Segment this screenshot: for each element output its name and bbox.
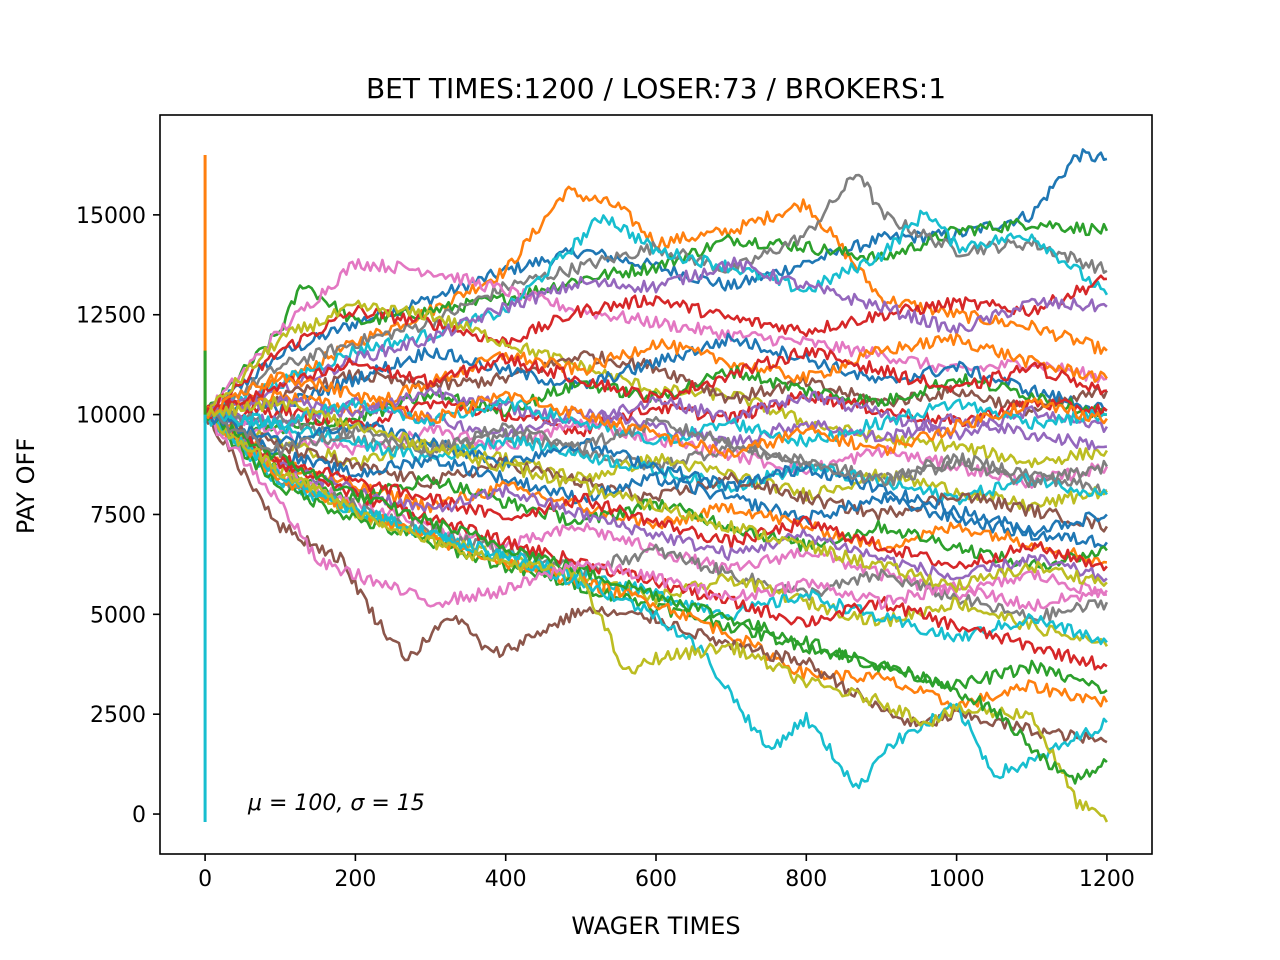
- x-tick-label: 1000: [929, 867, 985, 892]
- series-line-6: [204, 209, 1109, 418]
- series-line-21: [203, 413, 1108, 548]
- y-tick-label: 12500: [76, 304, 146, 329]
- series-line-9: [204, 299, 1109, 469]
- series-line-5: [204, 258, 1108, 416]
- x-tick-label: 200: [334, 867, 376, 892]
- series-line-43: [204, 371, 1108, 459]
- series-line-37: [204, 410, 1108, 612]
- parameter-annotation: μ = 100, σ = 15: [247, 791, 425, 816]
- series-line-11: [204, 332, 1108, 419]
- series-line-7: [203, 274, 1108, 416]
- y-tick-label: 15000: [76, 204, 146, 229]
- series-line-16: [205, 409, 1109, 489]
- x-axis-ticks: 0 200 400 600 800 1000 1200: [198, 854, 1135, 892]
- x-tick-label: 800: [785, 867, 827, 892]
- series-line-18: [203, 414, 1108, 512]
- y-axis-ticks: 0 2500 5000 7500 10000 12500 15000: [76, 204, 160, 828]
- x-tick-label: 1200: [1079, 867, 1135, 892]
- series-line-20: [203, 414, 1109, 533]
- series-line-22: [203, 414, 1108, 566]
- series-line-39: [204, 386, 1109, 441]
- y-axis-label: PAY OFF: [12, 438, 40, 534]
- y-tick-label: 7500: [90, 503, 146, 528]
- series-line-44: [205, 395, 1108, 593]
- x-axis-label: WAGER TIMES: [571, 912, 740, 940]
- series-line-35: [204, 411, 1109, 823]
- series-line-41: [203, 346, 1108, 420]
- series-line-24: [203, 414, 1108, 572]
- x-tick-label: 600: [635, 867, 677, 892]
- series-line-36: [203, 413, 1108, 785]
- series-line-13: [203, 365, 1107, 435]
- series-line-28: [204, 412, 1109, 647]
- series-line-40: [204, 395, 1108, 448]
- y-tick-label: 0: [132, 803, 146, 828]
- x-tick-label: 0: [198, 867, 212, 892]
- y-tick-label: 2500: [90, 703, 146, 728]
- chart-title: BET TIMES:1200 / LOSER:73 / BROKERS:1: [366, 72, 946, 105]
- series-line-30: [204, 410, 1108, 671]
- y-tick-label: 10000: [76, 404, 146, 429]
- series-layer: [203, 148, 1109, 823]
- series-line-10: [203, 350, 1109, 419]
- x-tick-label: 400: [485, 867, 527, 892]
- y-tick-label: 5000: [90, 603, 146, 628]
